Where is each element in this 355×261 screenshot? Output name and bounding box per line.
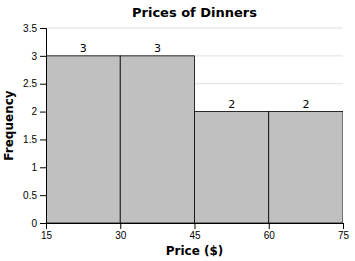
y-tick-mark [40,56,46,57]
x-tick-label: 75 [338,230,350,241]
y-tick-mark [40,112,46,113]
bar [269,112,343,223]
x-axis-line [47,224,344,230]
grid-line [46,28,343,29]
y-tick-label: 0 [31,218,37,229]
y-tick-label: 2.5 [23,78,37,89]
x-tick-label: 45 [189,230,201,241]
y-axis-line [40,29,47,224]
grid [46,28,343,223]
x-tick-label: 30 [115,230,127,241]
x-tick: 30 [115,223,127,241]
y-tick: 3.5 [23,23,46,34]
bar [120,56,194,223]
y-tick: 3 [31,51,46,62]
y-tick: 0 [31,218,46,229]
x-axis: 15 30 45 60 75 [41,223,350,241]
x-tick-mark [195,223,196,229]
y-tick-mark [40,84,46,85]
y-tick-mark [40,167,46,168]
data-label: 3 [80,42,87,55]
x-tick: 75 [338,223,350,241]
y-tick: 2.5 [23,78,46,89]
y-tick-label: 3 [31,51,37,62]
data-label: 2 [302,98,309,111]
data-labels: 3 3 2 2 [80,42,310,111]
x-tick: 45 [189,223,201,241]
x-tick-label: 60 [264,230,276,241]
data-label: 2 [228,98,235,111]
bars [46,56,343,223]
bar [46,56,120,223]
y-tick: 0.5 [23,190,46,201]
x-tick-label: 15 [41,230,53,241]
y-tick-label: 1.5 [23,134,37,145]
x-tick-mark [343,223,344,229]
data-label: 3 [154,42,161,55]
bar [195,112,269,223]
y-axis: 0 0.5 1 1.5 2 2.5 3 3.5 [23,23,46,229]
x-tick: 15 [41,223,53,241]
y-tick-mark [40,28,46,29]
y-tick-mark [40,139,46,140]
plot: 15 30 45 60 75 0 0.5 1 1.5 2 2.5 3 3.5 3 3 2 2 [23,23,349,241]
y-tick-mark [40,223,46,224]
x-tick-mark [269,223,270,229]
x-axis-title: Price ($) [166,244,224,258]
y-tick-label: 1 [31,162,37,173]
y-tick: 1.5 [23,134,46,145]
y-tick-label: 2 [31,106,37,117]
y-axis-title: Frequency [2,90,16,160]
title: Prices of Dinners [132,5,257,20]
y-tick-mark [40,195,46,196]
chart: 15 30 45 60 75 0 0.5 1 1.5 2 2.5 3 3.5 3 3 2 2 Prices of … [0,0,355,261]
x-tick-mark [120,223,121,229]
y-tick: 2 [31,106,46,117]
y-tick: 1 [31,162,46,173]
y-tick-label: 3.5 [23,23,37,34]
x-tick: 60 [264,223,276,241]
y-tick-label: 0.5 [23,190,37,201]
